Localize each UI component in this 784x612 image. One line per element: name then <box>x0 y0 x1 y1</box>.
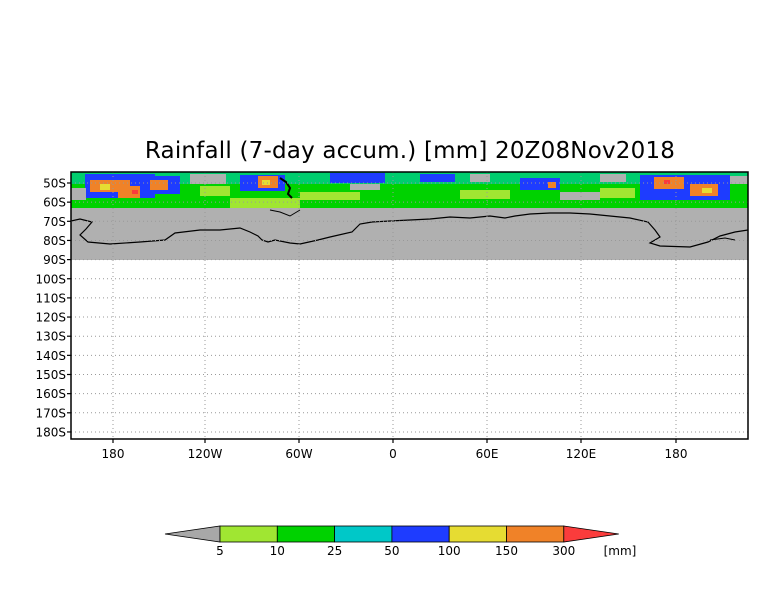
colorbar-tick-label: 100 <box>438 544 461 558</box>
map-title: Rainfall (7-day accum.) [mm] 20Z08Nov201… <box>144 138 676 164</box>
no-data-region <box>71 206 748 260</box>
lat-label: 50S <box>43 177 66 191</box>
lon-label: 180 <box>665 447 688 461</box>
colorbar-tick-label: 5 <box>216 544 224 558</box>
lat-label: 160S <box>35 387 66 401</box>
colorbar-swatch-above <box>563 525 619 543</box>
lat-label: 70S <box>43 215 66 229</box>
colorbar-swatch <box>506 525 565 543</box>
lat-label: 100S <box>35 272 66 286</box>
longitude-labels: 180 120W 60W 0 60E 120E 180 <box>102 439 688 461</box>
lon-label: 120E <box>566 447 597 461</box>
colorbar-tick-label: 150 <box>495 544 518 558</box>
rainfall-band <box>71 172 748 208</box>
lat-label: 120S <box>35 311 66 325</box>
colorbar-swatch <box>219 525 278 543</box>
lat-label: 130S <box>35 330 66 344</box>
map-grid <box>71 172 748 439</box>
colorbar-swatch-below <box>164 525 221 543</box>
lat-label: 140S <box>35 349 66 363</box>
colorbar-tick-label: 10 <box>270 544 285 558</box>
lon-label: 60E <box>476 447 499 461</box>
lat-label: 80S <box>43 234 66 248</box>
lat-label: 110S <box>35 291 66 305</box>
lon-label: 120W <box>188 447 223 461</box>
colorbar-swatch <box>334 525 393 543</box>
lon-label: 60W <box>285 447 312 461</box>
lat-label: 90S <box>43 253 66 267</box>
colorbar-tick-label: 300 <box>552 544 575 558</box>
lat-label: 150S <box>35 368 66 382</box>
colorbar-swatch <box>391 525 450 543</box>
lon-label: 0 <box>389 447 397 461</box>
colorbar-tick-label: 50 <box>384 544 399 558</box>
antarctica-coastline <box>71 212 748 248</box>
colorbar-swatch <box>276 525 335 543</box>
lon-label: 180 <box>102 447 125 461</box>
latitude-labels: 50S 60S 70S 80S 90S 100S 110S 120S 130S 140S 150S 1… <box>35 177 71 439</box>
colorbar-tick-label: 25 <box>327 544 342 558</box>
lat-label: 180S <box>35 425 66 439</box>
lat-label: 170S <box>35 406 66 420</box>
colorbar-units: [mm] <box>604 544 637 558</box>
map-frame <box>70 171 749 440</box>
colorbar-swatch <box>448 525 507 543</box>
lat-label: 60S <box>43 196 66 210</box>
